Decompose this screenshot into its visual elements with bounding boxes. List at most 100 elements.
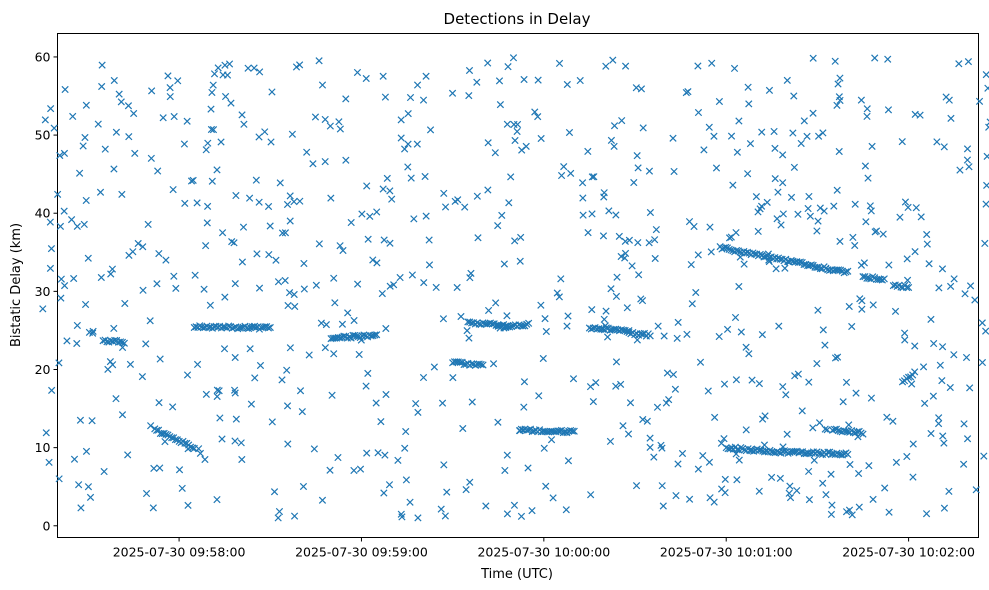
data-point xyxy=(311,113,320,121)
data-point xyxy=(922,510,931,518)
data-point xyxy=(956,166,964,174)
data-point xyxy=(520,403,528,411)
data-point xyxy=(897,283,905,291)
data-point xyxy=(807,261,815,269)
data-point xyxy=(771,174,779,183)
data-point xyxy=(609,56,617,64)
data-point xyxy=(42,429,50,437)
data-point xyxy=(845,302,853,311)
data-point xyxy=(524,464,532,472)
data-point xyxy=(939,432,947,440)
data-point xyxy=(950,351,958,359)
data-point xyxy=(835,147,843,156)
data-point xyxy=(537,134,545,143)
data-point xyxy=(707,248,715,256)
data-point xyxy=(525,426,533,434)
data-point xyxy=(849,233,857,242)
data-point xyxy=(466,274,474,282)
data-point xyxy=(422,212,430,220)
data-point xyxy=(663,369,672,377)
data-point xyxy=(891,307,900,315)
data-point xyxy=(272,256,280,264)
data-point xyxy=(742,426,750,434)
data-point xyxy=(505,199,513,207)
data-point xyxy=(55,475,63,483)
data-point xyxy=(57,275,65,283)
data-point xyxy=(884,55,892,63)
data-point xyxy=(567,169,575,177)
data-point xyxy=(715,97,724,106)
data-point xyxy=(856,295,864,303)
data-point xyxy=(413,140,421,148)
data-point xyxy=(213,495,221,504)
data-point xyxy=(923,230,931,239)
data-point xyxy=(101,145,109,153)
data-point xyxy=(513,120,522,129)
data-point xyxy=(809,54,817,62)
data-point xyxy=(382,324,390,333)
data-point xyxy=(927,429,935,438)
data-point xyxy=(520,378,529,386)
data-point xyxy=(425,236,433,244)
data-point xyxy=(833,101,841,109)
data-point xyxy=(804,204,812,213)
data-point xyxy=(789,129,797,137)
data-point xyxy=(160,429,168,437)
data-point xyxy=(746,139,755,148)
data-point xyxy=(584,228,592,237)
data-point xyxy=(209,81,217,89)
data-point xyxy=(474,234,482,242)
data-point xyxy=(955,60,963,68)
data-point xyxy=(975,97,984,105)
data-point xyxy=(432,283,440,292)
data-point xyxy=(525,319,533,327)
data-point xyxy=(154,167,162,175)
data-point xyxy=(187,177,196,185)
data-point xyxy=(327,194,335,202)
data-point xyxy=(842,508,851,516)
data-point xyxy=(290,512,299,520)
data-point xyxy=(47,105,55,113)
data-point xyxy=(274,514,282,522)
data-point xyxy=(612,358,621,366)
data-point xyxy=(477,360,485,369)
data-point xyxy=(153,280,161,288)
data-point xyxy=(264,202,273,211)
data-point xyxy=(170,272,178,280)
data-point xyxy=(60,207,68,215)
data-point xyxy=(541,314,549,323)
data-point xyxy=(208,88,216,97)
data-point xyxy=(669,134,677,142)
data-point xyxy=(534,112,542,121)
data-point xyxy=(556,427,564,435)
data-point xyxy=(63,337,71,345)
data-point xyxy=(139,286,147,294)
data-point xyxy=(624,430,633,438)
data-point xyxy=(589,397,597,406)
data-point xyxy=(865,274,873,283)
data-point xyxy=(846,460,854,469)
data-point xyxy=(752,192,761,201)
data-point xyxy=(121,299,129,308)
data-point xyxy=(822,491,830,499)
data-point xyxy=(612,211,620,219)
data-point xyxy=(927,315,935,323)
data-point xyxy=(940,504,949,512)
data-point xyxy=(782,391,790,399)
data-point xyxy=(216,414,224,422)
data-point xyxy=(115,90,123,98)
data-point xyxy=(284,440,292,448)
data-point xyxy=(207,125,216,134)
data-point xyxy=(156,355,164,363)
data-point xyxy=(456,358,464,366)
data-point xyxy=(650,453,658,461)
data-point xyxy=(880,275,888,283)
data-point xyxy=(513,127,521,136)
data-point xyxy=(638,330,647,338)
data-point xyxy=(60,282,69,290)
data-point xyxy=(510,120,518,129)
data-point xyxy=(178,484,186,492)
data-point xyxy=(790,163,799,171)
data-point xyxy=(196,449,205,458)
data-point xyxy=(592,378,600,387)
